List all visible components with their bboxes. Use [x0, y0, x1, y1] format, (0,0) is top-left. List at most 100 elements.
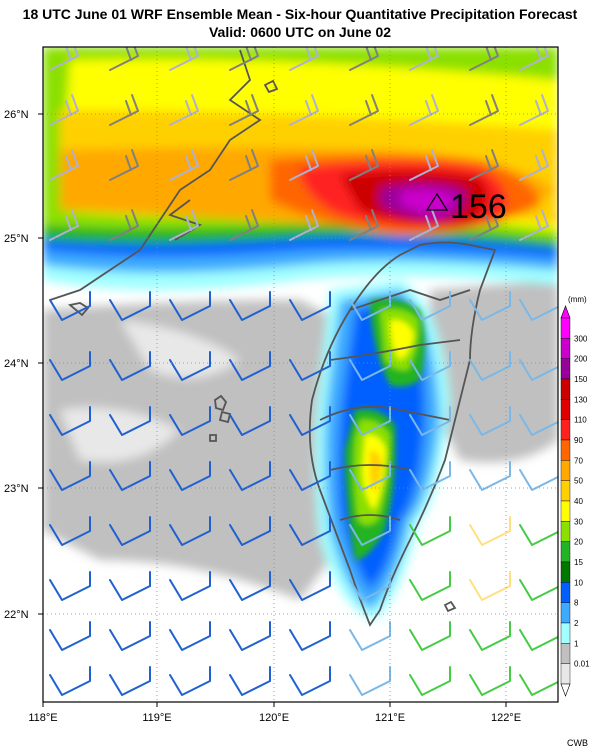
- wind-barb: [109, 351, 151, 381]
- lat-label: 24°N: [4, 358, 29, 370]
- valid-time-subtitle: Valid: 0600 UTC on June 02: [208, 24, 392, 40]
- wind-barb: [409, 291, 451, 321]
- lon-label: 118°E: [28, 712, 57, 724]
- legend-max-arrow: [560, 305, 571, 319]
- wind-barb: [169, 351, 211, 381]
- wind-barb: [109, 461, 151, 491]
- wind-barb: [109, 516, 151, 546]
- wind-barb: [289, 351, 331, 381]
- longitude-labels: 118°E 119°E 120°E 121°E 122°E: [28, 702, 521, 724]
- legend-unit: (mm): [568, 295, 587, 304]
- legend-level-label: 130: [574, 395, 588, 404]
- wind-barb: [229, 406, 271, 436]
- legend-level-label: 0.01: [574, 660, 590, 669]
- wind-barb: [519, 149, 549, 181]
- wind-barb: [289, 516, 331, 546]
- wind-barb: [519, 579, 558, 601]
- wind-barb: [409, 209, 439, 241]
- wind-barb: [349, 149, 379, 181]
- wind-barb: [349, 621, 391, 651]
- wind-barb: [229, 666, 271, 696]
- lat-label: 25°N: [4, 233, 29, 245]
- precipitation-field: [43, 47, 558, 702]
- wind-barb: [49, 94, 79, 126]
- wind-barb: [409, 571, 451, 601]
- legend-level-label: 150: [574, 375, 588, 384]
- wind-barb: [519, 674, 558, 696]
- wind-barb: [229, 571, 271, 601]
- wind-barb: [169, 149, 199, 181]
- legend-level-label: 200: [574, 355, 588, 364]
- legend-level-label: 8: [574, 599, 579, 608]
- wind-barb: [49, 406, 91, 436]
- legend-level-label: 90: [574, 436, 583, 445]
- lon-label: 122°E: [491, 712, 521, 724]
- wind-barb: [409, 149, 439, 181]
- wind-barb: [519, 629, 558, 651]
- legend-level-label: 30: [574, 517, 583, 526]
- legend-swatch: [560, 643, 571, 664]
- legend-min-arrow: [560, 683, 571, 697]
- wind-barb: [519, 469, 558, 491]
- wind-barb: [49, 571, 91, 601]
- wind-barb: [229, 621, 271, 651]
- legend-swatch: [560, 582, 571, 603]
- wind-barb: [349, 94, 379, 126]
- coastlines: [49, 49, 497, 627]
- legend-level-label: 40: [574, 497, 583, 506]
- lon-label: 120°E: [259, 712, 289, 724]
- wind-barb: [469, 47, 499, 71]
- wind-barb: [229, 461, 271, 491]
- wind-barb: [409, 621, 451, 651]
- wind-barb: [469, 621, 511, 651]
- wind-barb: [289, 461, 331, 491]
- wind-barb: [289, 47, 319, 71]
- wind-barb: [519, 414, 558, 436]
- wind-barb: [169, 94, 199, 126]
- wind-barb: [289, 149, 319, 181]
- wind-barb: [349, 209, 379, 241]
- legend-swatch: [560, 561, 571, 583]
- wind-barb: [229, 516, 271, 546]
- legend-swatch: [560, 460, 571, 481]
- lat-label: 26°N: [4, 109, 29, 121]
- wind-barb: [349, 406, 391, 436]
- legend-swatch: [560, 419, 571, 441]
- wind-barb: [169, 209, 199, 241]
- wind-barb: [169, 47, 199, 71]
- wind-barb: [469, 149, 499, 181]
- wind-barbs: [49, 47, 558, 696]
- legend-level-label: 15: [574, 558, 583, 567]
- wind-barb: [519, 524, 558, 546]
- wind-barb: [469, 516, 511, 546]
- wind-barb: [109, 94, 139, 126]
- wind-barb: [169, 666, 211, 696]
- wind-barb: [109, 209, 139, 241]
- legend-swatch: [560, 622, 571, 644]
- wind-barb: [409, 666, 451, 696]
- wind-barb: [109, 291, 151, 321]
- wind-barb: [289, 209, 319, 241]
- lon-label: 121°E: [375, 712, 405, 724]
- legend-swatch: [560, 439, 571, 461]
- wind-barb: [409, 461, 451, 491]
- wind-barb: [229, 149, 259, 181]
- legend-swatch: [560, 338, 571, 359]
- wind-barb: [519, 94, 549, 126]
- wind-barb: [409, 94, 439, 126]
- wind-barb: [469, 351, 511, 381]
- wind-barb: [469, 666, 511, 696]
- wind-barb: [519, 359, 558, 381]
- wind-barb: [469, 94, 499, 126]
- wind-barb: [289, 666, 331, 696]
- wind-barb: [229, 47, 259, 71]
- wind-barb: [49, 461, 91, 491]
- precip-legend: (mm) 300 200 150 130 110 90 70 50 40 30 20 15 10 8 2 1 0…: [560, 295, 590, 697]
- max-precip-marker: 156: [425, 188, 507, 226]
- legend-level-label: 70: [574, 456, 583, 465]
- wind-barb: [109, 666, 151, 696]
- legend-swatch: [560, 541, 571, 563]
- wind-barb: [289, 94, 319, 126]
- legend-swatch: [560, 317, 571, 339]
